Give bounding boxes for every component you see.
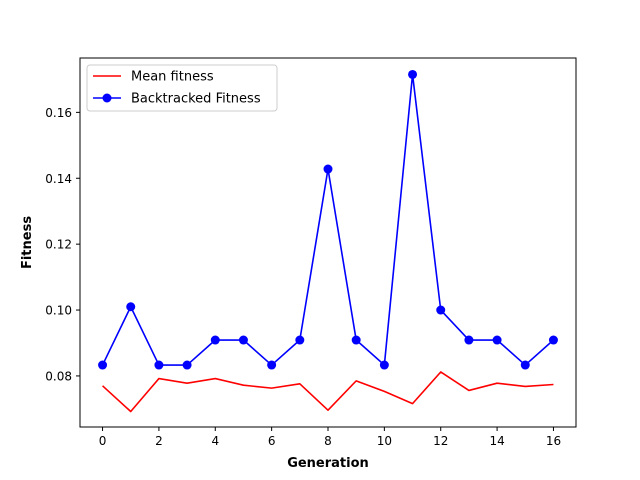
- series-1-point-3: [182, 360, 192, 370]
- x-axis-ticks: 0 2 4 6 8 10 12 14 16: [99, 427, 561, 448]
- series-1-point-13: [464, 335, 474, 345]
- x-tick-label-10: 10: [377, 434, 392, 448]
- series-1-point-4: [210, 335, 220, 345]
- series-1-point-10: [379, 360, 389, 370]
- legend-mean-label: Mean fitness: [131, 70, 214, 85]
- x-axis-label: Generation: [287, 456, 369, 471]
- series-1-point-15: [520, 360, 530, 370]
- series-1-point-6: [267, 360, 277, 370]
- y-tick-label-4: 0.16: [45, 106, 72, 120]
- x-tick-label-16: 16: [546, 434, 561, 448]
- series-1-point-11: [408, 69, 418, 79]
- series-line-0: [102, 371, 554, 413]
- legend-backtracked-label: Backtracked Fitness: [131, 92, 261, 107]
- series-1-point-14: [492, 335, 502, 345]
- series-1-point-16: [548, 335, 558, 345]
- series-1-point-0: [98, 360, 108, 370]
- y-axis-ticks: 0.08 0.10 0.12 0.14 0.16: [45, 106, 80, 383]
- series-1-point-8: [323, 164, 333, 174]
- y-tick-label-2: 0.12: [45, 238, 72, 252]
- legend: Mean fitness Backtracked Fitness: [86, 64, 278, 112]
- y-tick-label-0: 0.08: [45, 369, 72, 383]
- plot-area: [80, 58, 576, 427]
- legend-box: [86, 64, 278, 112]
- x-tick-label-12: 12: [433, 434, 448, 448]
- y-tick-label-1: 0.10: [45, 304, 72, 318]
- series-1-point-12: [436, 305, 446, 315]
- x-tick-label-4: 4: [211, 434, 219, 448]
- series-1-point-2: [154, 360, 164, 370]
- legend-backtracked-marker: [102, 93, 112, 103]
- series-1-point-1: [126, 302, 136, 312]
- series-layer: [98, 69, 558, 413]
- series-1-point-9: [351, 335, 361, 345]
- x-tick-label-6: 6: [268, 434, 276, 448]
- x-tick-label-8: 8: [324, 434, 332, 448]
- y-axis-label: Fitness: [20, 216, 35, 269]
- x-tick-label-2: 2: [155, 434, 163, 448]
- x-tick-label-0: 0: [99, 434, 107, 448]
- series-1-point-7: [295, 335, 305, 345]
- x-tick-label-14: 14: [489, 434, 504, 448]
- series-1-point-5: [238, 335, 248, 345]
- y-tick-label-3: 0.14: [45, 172, 72, 186]
